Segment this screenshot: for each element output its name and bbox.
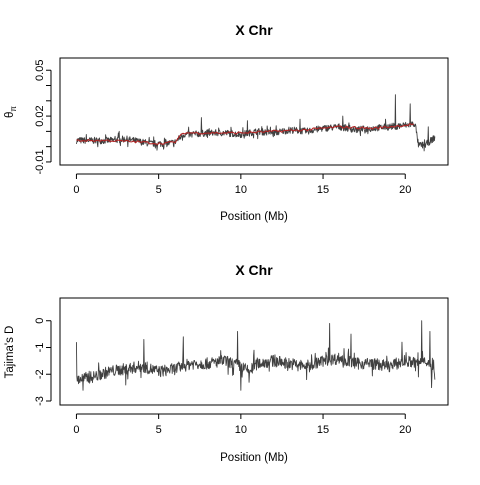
- x-tick-label-2: 10: [235, 424, 247, 436]
- data-series-1-2: [76, 123, 415, 146]
- y-tick-label-2: -1: [34, 343, 46, 353]
- data-series-2-1: [75, 320, 436, 391]
- y-axis-label-1: θπ: [4, 106, 18, 118]
- x-tick-label-2: 0: [73, 424, 79, 436]
- x-tick-label-1: 10: [235, 184, 247, 196]
- y-tick-label-2: 0: [34, 318, 46, 324]
- theta-panel: X Chr 0 5 10 15 20 -0.01 0.02 0.05 Position (M…: [4, 22, 449, 223]
- x-axis-label-2: Position (Mb): [220, 452, 288, 464]
- y-tick-label-1: 0.02: [34, 105, 46, 126]
- y-axis-1: -0.01 0.02 0.05: [34, 60, 52, 174]
- series-layer-1: [75, 94, 436, 152]
- x-tick-label-1: 0: [73, 184, 79, 196]
- x-tick-label-1: 20: [399, 184, 411, 196]
- chart-title-2: X Chr: [235, 262, 273, 278]
- chart-title-1: X Chr: [235, 22, 273, 38]
- x-axis-label-1: Position (Mb): [220, 211, 288, 223]
- tajima-panel: X Chr 0 5 10 15 20 -3 -2 -1 0 Position (Mb) Taj…: [4, 262, 449, 464]
- x-axis-2: 0 5 10 15 20: [73, 413, 411, 436]
- y-tick-label-1: 0.05: [34, 60, 46, 81]
- y-axis-label-1-sub: π: [9, 106, 18, 112]
- y-axis-2: -3 -2 -1 0: [34, 318, 52, 406]
- plot-frame-2: [59, 297, 449, 406]
- series-layer-2: [75, 320, 436, 391]
- x-tick-label-2: 5: [156, 424, 162, 436]
- x-tick-label-1: 15: [317, 184, 329, 196]
- plot-frame-1: [59, 57, 449, 166]
- y-tick-label-2: -2: [34, 369, 46, 379]
- x-tick-label-2: 20: [399, 424, 411, 436]
- y-axis-label-1-main: θ: [4, 112, 16, 118]
- x-axis-1: 0 5 10 15 20: [73, 173, 411, 196]
- x-tick-label-1: 5: [156, 184, 162, 196]
- y-tick-label-2: -3: [34, 396, 46, 406]
- x-tick-label-2: 15: [317, 424, 329, 436]
- data-series-1-1: [75, 94, 436, 152]
- y-axis-label-2: Tajima's D: [4, 326, 16, 379]
- y-tick-label-1: -0.01: [34, 149, 46, 174]
